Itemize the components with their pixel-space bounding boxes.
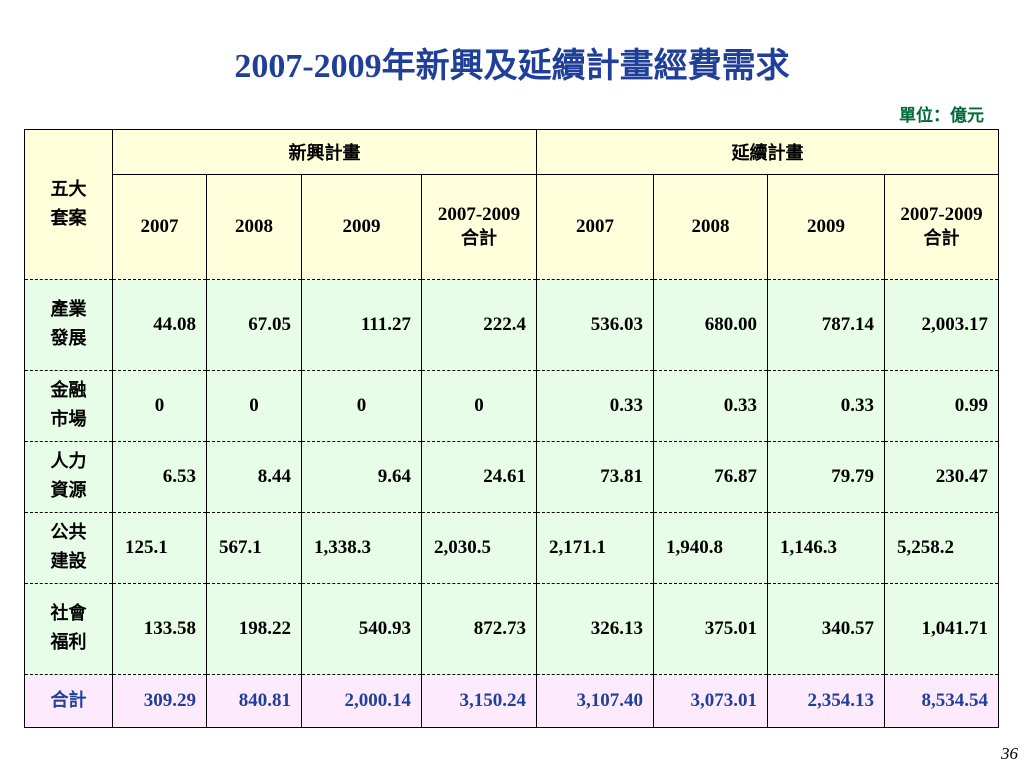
- total-cell: 2,354.13: [767, 674, 885, 728]
- table-cell: 24.61: [421, 441, 537, 513]
- table-cell: 872.73: [421, 583, 537, 675]
- table-cell: 0: [206, 370, 302, 442]
- table-cell: 0: [301, 370, 422, 442]
- category-header-line1: 五大: [50, 178, 87, 200]
- row-label: 社會 福利: [24, 583, 113, 675]
- sum-header-line1: 2007-2009: [437, 204, 521, 226]
- table-cell: 567.1: [206, 512, 302, 584]
- row-label: 公共 建設: [24, 512, 113, 584]
- table-cell: 8.44: [206, 441, 302, 513]
- table-cell: 0: [421, 370, 537, 442]
- table-cell: 111.27: [301, 279, 422, 371]
- col-header-new-2007: 2007: [112, 174, 207, 280]
- total-cell: 2,000.14: [301, 674, 422, 728]
- row-label-line1: 產業: [50, 299, 87, 321]
- sum-header-line2: 合計: [461, 228, 497, 249]
- table-cell: 133.58: [112, 583, 207, 675]
- sum-header-line2: 合計: [923, 228, 960, 249]
- table-cell: 680.00: [653, 279, 768, 371]
- table-cell: 540.93: [301, 583, 422, 675]
- table-cell: 44.08: [112, 279, 207, 371]
- table-cell: 2,030.5: [421, 512, 537, 584]
- row-label-line2: 建設: [50, 551, 87, 572]
- table-cell: 67.05: [206, 279, 302, 371]
- table-cell: 76.87: [653, 441, 768, 513]
- table-cell: 73.81: [536, 441, 654, 513]
- group-header-new: 新興計畫: [112, 129, 537, 175]
- table-cell: 787.14: [767, 279, 885, 371]
- total-cell: 840.81: [206, 674, 302, 728]
- row-label-line2: 發展: [50, 328, 87, 349]
- table-cell: 0.33: [536, 370, 654, 442]
- row-label: 金融 市場: [24, 370, 113, 442]
- row-label-line2: 福利: [50, 632, 87, 653]
- total-cell: 3,107.40: [536, 674, 654, 728]
- row-label-line2: 資源: [50, 480, 87, 501]
- row-label-line1: 金融: [50, 380, 87, 402]
- table-cell: 1,041.71: [884, 583, 999, 675]
- table-cell: 0: [112, 370, 207, 442]
- category-header-line2: 套案: [50, 207, 87, 229]
- total-cell: 309.29: [112, 674, 207, 728]
- row-label: 產業 發展: [24, 279, 113, 371]
- total-label: 合計: [24, 674, 113, 728]
- header-cell-category: 五大 套案: [24, 129, 113, 280]
- row-label-line1: 公共: [50, 522, 87, 544]
- unit-label: 單位：億元: [899, 106, 984, 126]
- table-cell: 326.13: [536, 583, 654, 675]
- col-header-new-sum: 2007-2009 合計: [421, 174, 537, 280]
- col-header-cont-2007: 2007: [536, 174, 654, 280]
- total-cell: 3,073.01: [653, 674, 768, 728]
- table-cell: 1,146.3: [767, 512, 885, 584]
- group-header-continued: 延續計畫: [536, 129, 999, 175]
- row-label: 人力 資源: [24, 441, 113, 513]
- table-cell: 6.53: [112, 441, 207, 513]
- table-cell: 2,003.17: [884, 279, 999, 371]
- sum-header-line1: 2007-2009: [900, 204, 983, 226]
- table-cell: 9.64: [301, 441, 422, 513]
- table-cell: 230.47: [884, 441, 999, 513]
- col-header-new-2008: 2008: [206, 174, 302, 280]
- budget-table: 五大 套案 新興計畫 延續計畫 2007 2008 2009 2007-2009…: [24, 129, 999, 728]
- table-cell: 125.1: [112, 512, 207, 584]
- table-cell: 375.01: [653, 583, 768, 675]
- total-cell: 8,534.54: [884, 674, 999, 728]
- page-number: 36: [1001, 744, 1018, 763]
- table-row: 產業 發展 44.08 67.05 111.27 222.4 536.03 68…: [24, 279, 999, 371]
- table-cell: 222.4: [421, 279, 537, 371]
- row-label-line2: 市場: [50, 409, 87, 430]
- table-cell: 0.33: [653, 370, 768, 442]
- total-row: 合計 309.29 840.81 2,000.14 3,150.24 3,107…: [24, 674, 999, 728]
- table-cell: 536.03: [536, 279, 654, 371]
- row-label-line1: 社會: [50, 603, 87, 625]
- table-cell: 5,258.2: [884, 512, 999, 584]
- table-row: 人力 資源 6.53 8.44 9.64 24.61 73.81 76.87 7…: [24, 441, 999, 513]
- table-cell: 340.57: [767, 583, 885, 675]
- table-row: 公共 建設 125.1 567.1 1,338.3 2,030.5 2,171.…: [24, 512, 999, 584]
- table-cell: 1,940.8: [653, 512, 768, 584]
- col-header-cont-2008: 2008: [653, 174, 768, 280]
- table-cell: 0.33: [767, 370, 885, 442]
- table-cell: 1,338.3: [301, 512, 422, 584]
- row-label-line1: 人力: [50, 451, 87, 473]
- table-cell: 0.99: [884, 370, 999, 442]
- page-title: 2007-2009年新興及延續計畫經費需求: [234, 48, 790, 85]
- table-cell: 79.79: [767, 441, 885, 513]
- table-cell: 2,171.1: [536, 512, 654, 584]
- col-header-new-2009: 2009: [301, 174, 422, 280]
- table-row: 金融 市場 0 0 0 0 0.33 0.33 0.33 0.99: [24, 370, 999, 442]
- col-header-cont-2009: 2009: [767, 174, 885, 280]
- total-cell: 3,150.24: [421, 674, 537, 728]
- table-cell: 198.22: [206, 583, 302, 675]
- col-header-cont-sum: 2007-2009 合計: [884, 174, 999, 280]
- table-row: 社會 福利 133.58 198.22 540.93 872.73 326.13…: [24, 583, 999, 675]
